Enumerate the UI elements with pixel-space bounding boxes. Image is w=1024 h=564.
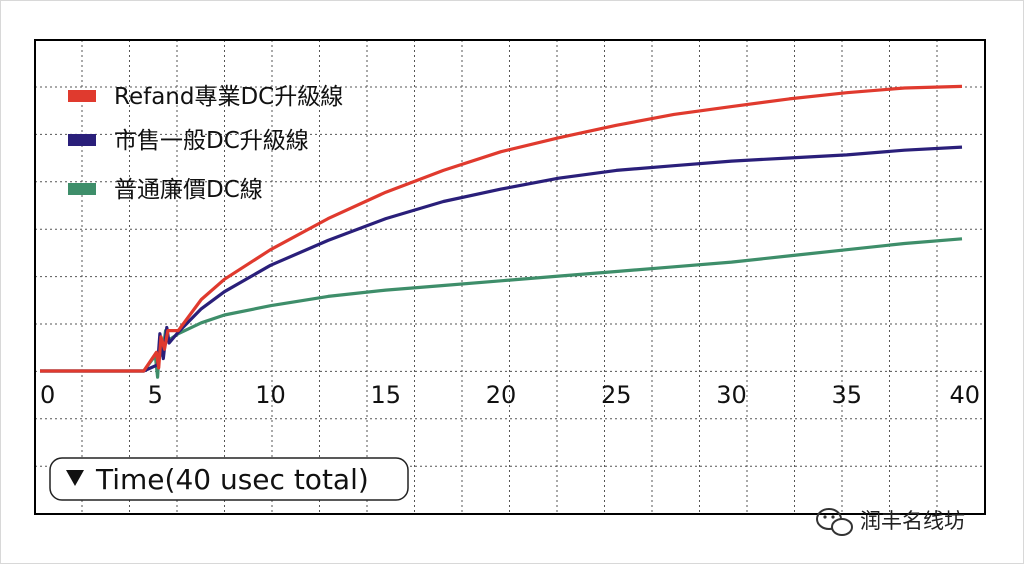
legend-swatch: [68, 183, 96, 195]
watermark-text: 润丰名线坊: [860, 509, 965, 533]
x-tick-label: 5: [148, 381, 163, 409]
x-tick-label: 30: [716, 381, 747, 409]
series-line: [40, 237, 963, 379]
wechat-icon: [816, 508, 853, 536]
legend-swatch: [68, 134, 96, 146]
triangle-down-icon: [66, 470, 84, 486]
time-badge-frame: [49, 457, 409, 501]
x-tick-label: 25: [601, 381, 632, 409]
x-tick-label: 20: [486, 381, 517, 409]
legend-swatch: [68, 90, 96, 102]
x-tick-label: 10: [255, 381, 286, 409]
watermark: 润丰名线坊: [816, 508, 965, 536]
x-tick-label: 40: [949, 381, 980, 409]
plot-border: [34, 39, 986, 515]
x-tick-label: 35: [831, 381, 862, 409]
grid: [35, 40, 985, 515]
series-line: [40, 84, 963, 373]
legend-label: Refand專業DC升級線: [114, 84, 343, 110]
time-badge: Time(40 usec total): [49, 457, 409, 501]
x-tick-labels: 0 5 10 15 20 25 30 35 40: [40, 381, 980, 409]
series-line: [40, 145, 963, 373]
time-badge-label: Time(40 usec total): [95, 463, 369, 496]
legend-label: 普通廉價DC線: [114, 177, 263, 203]
legend-label: 市售一般DC升級線: [114, 128, 309, 154]
series-lines: [40, 84, 963, 379]
x-tick-label: 0: [40, 381, 55, 409]
x-tick-label: 15: [370, 381, 401, 409]
